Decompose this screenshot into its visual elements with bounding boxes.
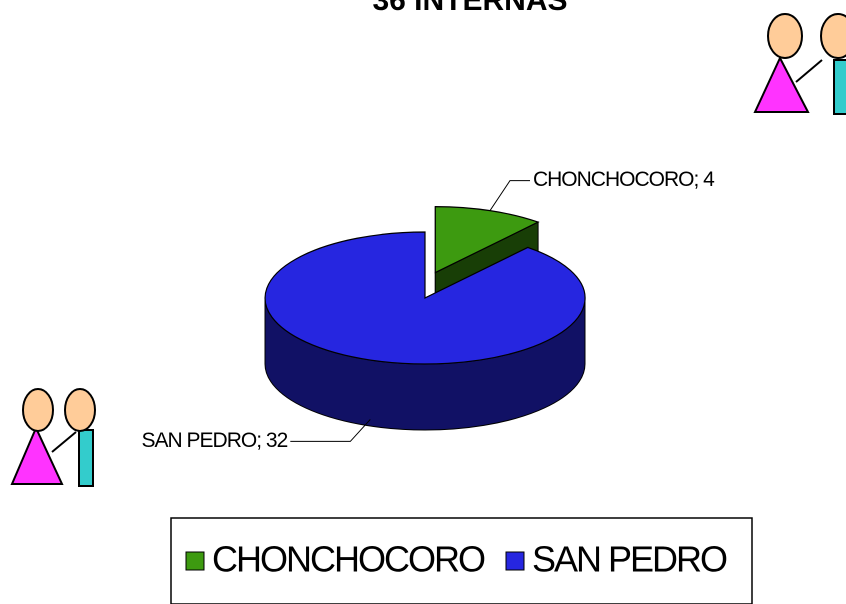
chart-title: 36 INTERNAS bbox=[372, 0, 567, 17]
leader-line bbox=[290, 419, 371, 442]
leader-line bbox=[489, 180, 530, 211]
couple-icon-top bbox=[753, 13, 846, 115]
legend-label: SAN PEDRO bbox=[532, 539, 727, 580]
legend-swatch bbox=[185, 551, 205, 571]
legend-box bbox=[170, 517, 753, 604]
legend-swatch bbox=[505, 551, 525, 571]
legend-label: CHONCHOCORO bbox=[212, 539, 485, 580]
data-label: CHONCHOCORO; 4 bbox=[533, 168, 715, 191]
couple-icon-left bbox=[10, 388, 96, 487]
slice-top bbox=[434, 205, 540, 274]
slice-top bbox=[264, 231, 586, 365]
data-label: SAN PEDRO; 32 bbox=[142, 429, 288, 452]
